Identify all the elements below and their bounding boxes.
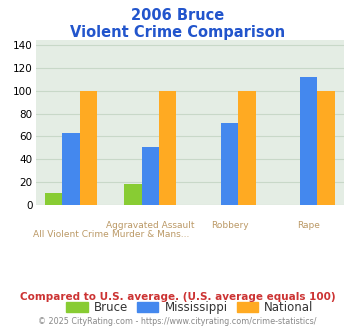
Text: Aggravated Assault: Aggravated Assault xyxy=(106,220,195,230)
Bar xyxy=(221,123,238,205)
Bar xyxy=(45,193,62,205)
Text: Rape: Rape xyxy=(297,220,320,230)
Bar xyxy=(62,133,80,205)
Legend: Bruce, Mississippi, National: Bruce, Mississippi, National xyxy=(62,296,318,319)
Bar xyxy=(317,91,335,205)
Text: Compared to U.S. average. (U.S. average equals 100): Compared to U.S. average. (U.S. average … xyxy=(20,292,335,302)
Text: 2006 Bruce: 2006 Bruce xyxy=(131,8,224,23)
Text: Violent Crime Comparison: Violent Crime Comparison xyxy=(70,25,285,40)
Bar xyxy=(159,91,176,205)
Bar xyxy=(142,147,159,205)
Bar xyxy=(238,91,256,205)
Text: Murder & Mans...: Murder & Mans... xyxy=(111,230,189,239)
Text: All Violent Crime: All Violent Crime xyxy=(33,230,109,239)
Bar xyxy=(124,184,142,205)
Bar xyxy=(80,91,97,205)
Text: © 2025 CityRating.com - https://www.cityrating.com/crime-statistics/: © 2025 CityRating.com - https://www.city… xyxy=(38,317,317,326)
Bar xyxy=(300,77,317,205)
Text: Robbery: Robbery xyxy=(211,220,248,230)
